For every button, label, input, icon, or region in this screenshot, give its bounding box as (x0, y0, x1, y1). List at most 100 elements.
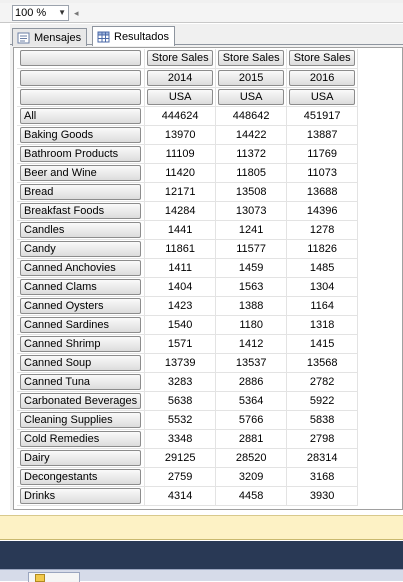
row-header-button[interactable]: Candles (20, 221, 142, 238)
data-cell[interactable]: 11073 (286, 163, 359, 183)
corner-header-button[interactable] (20, 88, 142, 105)
data-cell[interactable]: 11805 (215, 163, 288, 183)
data-cell[interactable]: 29125 (144, 448, 217, 468)
corner-header-button[interactable] (20, 50, 142, 67)
data-cell[interactable]: 11577 (215, 239, 288, 259)
column-header-country[interactable]: USA (147, 88, 214, 105)
row-header-button[interactable]: Decongestants (20, 468, 142, 485)
data-cell[interactable]: 1459 (215, 258, 288, 278)
data-cell[interactable]: 11109 (144, 144, 217, 164)
data-cell[interactable]: 28520 (215, 448, 288, 468)
data-cell[interactable]: 13970 (144, 125, 217, 145)
data-cell[interactable]: 1441 (144, 220, 217, 240)
row-header-button[interactable]: Canned Sardines (20, 316, 142, 333)
data-cell[interactable]: 13537 (215, 353, 288, 373)
row-header-button[interactable]: Canned Clams (20, 278, 142, 295)
column-header-year[interactable]: 2015 (218, 69, 285, 86)
data-cell[interactable]: 13508 (215, 182, 288, 202)
data-cell[interactable]: 1404 (144, 277, 217, 297)
column-header-measure[interactable]: Store Sales (289, 50, 356, 67)
scroll-left-icon[interactable]: ◂ (74, 8, 79, 18)
row-header-button[interactable]: Cold Remedies (20, 430, 142, 447)
data-cell[interactable]: 1412 (215, 334, 288, 354)
row-header-button[interactable]: Canned Oysters (20, 297, 142, 314)
corner-header-button[interactable] (20, 69, 142, 86)
row-header-button[interactable]: Canned Shrimp (20, 335, 142, 352)
data-cell[interactable]: 11826 (286, 239, 359, 259)
data-cell[interactable]: 1415 (286, 334, 359, 354)
data-cell[interactable]: 14422 (215, 125, 288, 145)
row-header-button[interactable]: Canned Soup (20, 354, 142, 371)
data-cell[interactable]: 4314 (144, 486, 217, 506)
data-cell[interactable]: 3209 (215, 467, 288, 487)
data-cell[interactable]: 11861 (144, 239, 217, 259)
chevron-down-icon[interactable]: ▼ (58, 8, 66, 17)
row-header-button[interactable]: Candy (20, 240, 142, 257)
column-header-year[interactable]: 2014 (147, 69, 214, 86)
data-cell[interactable]: 1278 (286, 220, 359, 240)
data-cell[interactable]: 2798 (286, 429, 359, 449)
data-cell[interactable]: 5922 (286, 391, 359, 411)
data-cell[interactable]: 5638 (144, 391, 217, 411)
column-header-country[interactable]: USA (289, 88, 356, 105)
row-header-button[interactable]: Canned Anchovies (20, 259, 142, 276)
data-cell[interactable]: 1571 (144, 334, 217, 354)
row-header-button[interactable]: Drinks (20, 487, 142, 504)
data-cell[interactable]: 1318 (286, 315, 359, 335)
data-cell[interactable]: 3168 (286, 467, 359, 487)
data-cell[interactable]: 12171 (144, 182, 217, 202)
data-cell[interactable]: 2782 (286, 372, 359, 392)
data-cell[interactable]: 14396 (286, 201, 359, 221)
data-cell[interactable]: 1304 (286, 277, 359, 297)
data-cell[interactable]: 2759 (144, 467, 217, 487)
row-header-button[interactable]: Dairy (20, 449, 142, 466)
row-header-button[interactable]: Baking Goods (20, 126, 142, 143)
results-grid[interactable]: Store Sales Store Sales Store Sales 2014 201… (13, 47, 403, 510)
row-header-button[interactable]: Beer and Wine (20, 164, 142, 181)
data-cell[interactable]: 5364 (215, 391, 288, 411)
data-cell[interactable]: 28314 (286, 448, 359, 468)
data-cell[interactable]: 5766 (215, 410, 288, 430)
data-cell[interactable]: 448642 (215, 106, 288, 126)
data-cell[interactable]: 11372 (215, 144, 288, 164)
row-header-button[interactable]: Breakfast Foods (20, 202, 142, 219)
data-cell[interactable]: 1563 (215, 277, 288, 297)
data-cell[interactable]: 3283 (144, 372, 217, 392)
row-header-button[interactable]: Bread (20, 183, 142, 200)
data-cell[interactable]: 4458 (215, 486, 288, 506)
row-header-button[interactable]: Cleaning Supplies (20, 411, 142, 428)
data-cell[interactable]: 1485 (286, 258, 359, 278)
data-cell[interactable]: 11769 (286, 144, 359, 164)
column-header-measure[interactable]: Store Sales (218, 50, 285, 67)
row-header-button[interactable]: Canned Tuna (20, 373, 142, 390)
data-cell[interactable]: 1411 (144, 258, 217, 278)
data-cell[interactable]: 2881 (215, 429, 288, 449)
data-cell[interactable]: 14284 (144, 201, 217, 221)
column-header-country[interactable]: USA (218, 88, 285, 105)
data-cell[interactable]: 2886 (215, 372, 288, 392)
data-cell[interactable]: 1540 (144, 315, 217, 335)
data-cell[interactable]: 1423 (144, 296, 217, 316)
column-header-year[interactable]: 2016 (289, 69, 356, 86)
data-cell[interactable]: 5838 (286, 410, 359, 430)
data-cell[interactable]: 1180 (215, 315, 288, 335)
data-cell[interactable]: 13568 (286, 353, 359, 373)
tab-messages[interactable]: Mensajes (12, 28, 88, 46)
data-cell[interactable]: 11420 (144, 163, 217, 183)
data-cell[interactable]: 1241 (215, 220, 288, 240)
data-cell[interactable]: 5532 (144, 410, 217, 430)
tab-results[interactable]: Resultados (92, 26, 176, 46)
data-cell[interactable]: 1164 (286, 296, 359, 316)
data-cell[interactable]: 13739 (144, 353, 217, 373)
row-header-button[interactable]: All (20, 107, 142, 124)
row-header-button[interactable]: Bathroom Products (20, 145, 142, 162)
column-header-measure[interactable]: Store Sales (147, 50, 214, 67)
data-cell[interactable]: 1388 (215, 296, 288, 316)
data-cell[interactable]: 3348 (144, 429, 217, 449)
data-cell[interactable]: 444624 (144, 106, 217, 126)
data-cell[interactable]: 3930 (286, 486, 359, 506)
data-cell[interactable]: 13688 (286, 182, 359, 202)
data-cell[interactable]: 13887 (286, 125, 359, 145)
data-cell[interactable]: 13073 (215, 201, 288, 221)
row-header-button[interactable]: Carbonated Beverages (20, 392, 142, 409)
